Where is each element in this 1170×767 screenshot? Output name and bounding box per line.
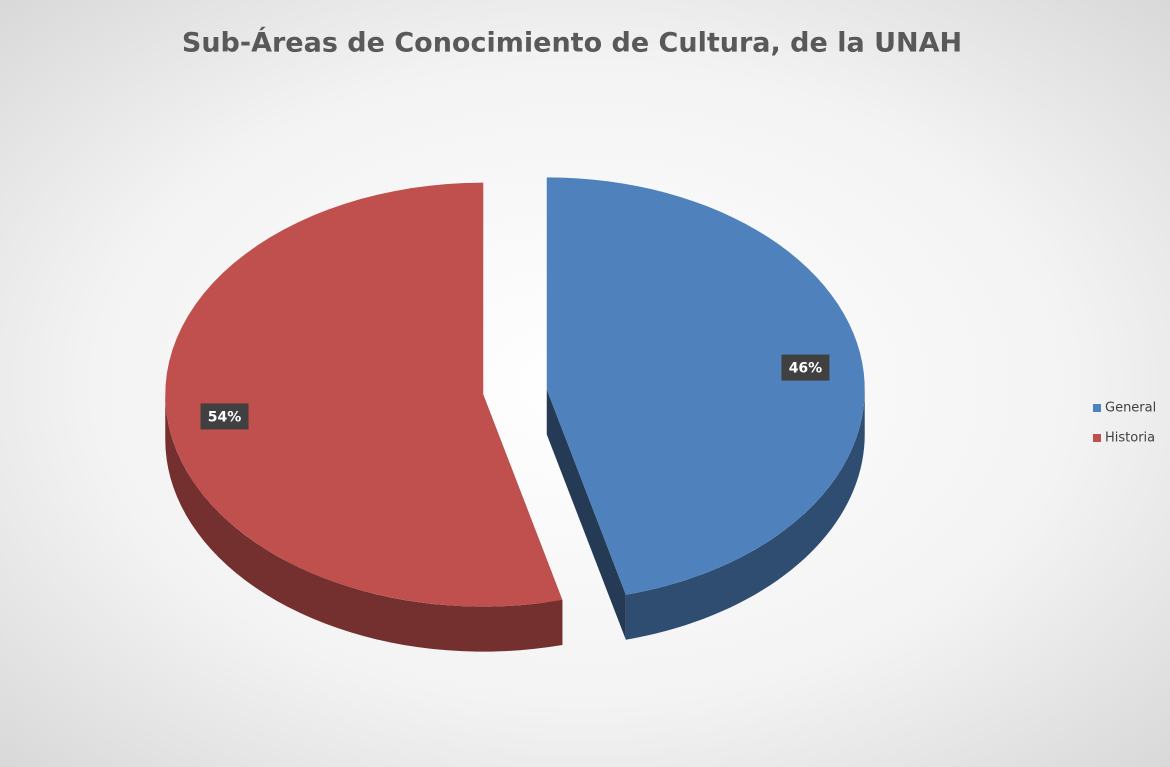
data-label-box — [781, 354, 830, 381]
pie: 46% 54% — [165, 177, 865, 652]
legend: General Historia — [1093, 401, 1156, 446]
legend-swatch — [1093, 434, 1101, 442]
chart-title: Sub-Áreas de Conocimiento de Cultura, de… — [182, 27, 962, 59]
slice: 54% — [165, 182, 563, 652]
data-label-box — [200, 403, 249, 430]
slice-side — [165, 394, 563, 652]
legend-label: Historia — [1105, 431, 1155, 446]
slice: 46% — [546, 177, 865, 640]
slice-side — [625, 389, 865, 640]
data-label: 54% — [208, 409, 242, 425]
legend-swatch — [1093, 404, 1101, 412]
slice — [546, 177, 865, 595]
slice-side — [546, 389, 626, 640]
data-label: 46% — [789, 361, 823, 377]
slice — [165, 182, 563, 607]
legend-label: General — [1105, 401, 1156, 416]
